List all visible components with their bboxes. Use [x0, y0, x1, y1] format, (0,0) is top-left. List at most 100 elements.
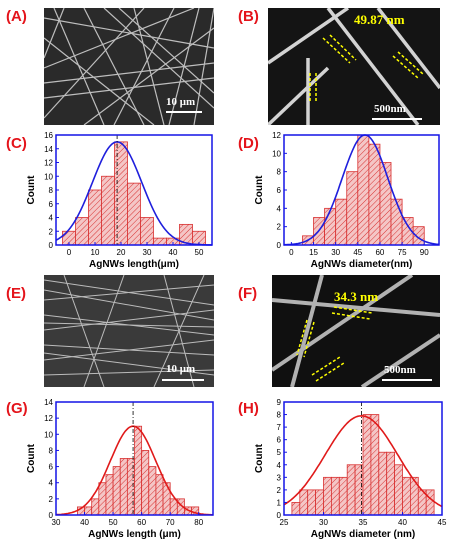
y-tick-label-c-2: 4 [49, 214, 54, 223]
y-axis-label-c: Count [26, 175, 37, 205]
y-tick-label-c-7: 14 [44, 145, 53, 154]
measurement-label-b: 49.87 nm [354, 12, 405, 27]
x-tick-label-h-1: 30 [319, 518, 328, 527]
bar-g-10 [148, 466, 157, 516]
y-tick-label-h-6: 6 [277, 436, 282, 445]
bar-h-17 [425, 489, 435, 516]
scale-label-b: 500nm [374, 103, 406, 115]
y-tick-label-h-2: 2 [277, 486, 282, 495]
sem-image-a: 10 μm [44, 8, 214, 125]
y-tick-label-h-5: 5 [277, 448, 282, 457]
nanowire-network-e [44, 275, 214, 387]
bar-h-4 [323, 476, 332, 516]
bar-h-2 [307, 489, 317, 516]
x-tick-label-c-0: 0 [67, 248, 72, 257]
x-tick-label-h-3: 40 [398, 518, 407, 527]
bar-c-4 [114, 141, 128, 246]
bar-g-6 [119, 458, 128, 516]
bar-c-5 [127, 182, 141, 246]
y-tick-label-c-3: 6 [49, 200, 54, 209]
bar-d-8 [390, 198, 403, 246]
x-tick-label-g-4: 70 [166, 518, 175, 527]
y-tick-label-h-0: 0 [277, 511, 282, 520]
y-axis-label-d: Count [254, 175, 265, 205]
bar-h-12 [386, 451, 396, 516]
panel-label-h: (H) [238, 400, 259, 417]
x-tick-label-d-4: 60 [375, 248, 384, 257]
fit-curve-g [55, 425, 213, 516]
y-axis-label-g: Count [26, 443, 37, 473]
x-tick-label-g-0: 30 [52, 518, 61, 527]
x-tick-label-d-6: 90 [420, 248, 429, 257]
bar-g-8 [134, 425, 143, 516]
bar-c-6 [140, 217, 154, 246]
panel-label-a: (A) [6, 8, 27, 25]
scale-label-a: 10 μm [166, 96, 196, 108]
x-tick-label-c-5: 50 [195, 248, 204, 257]
scale-bar-f [382, 379, 432, 381]
bar-d-10 [412, 226, 425, 246]
bar-h-15 [409, 476, 419, 516]
x-axis-label-h: AgNWs diameter (nm) [311, 529, 415, 540]
x-tick-label-d-0: 0 [289, 248, 294, 257]
x-tick-label-g-2: 50 [109, 518, 118, 527]
y-tick-label-d-3: 6 [277, 186, 282, 195]
scale-label-e: 10 μm [166, 363, 196, 375]
measurement-label-f: 34.3 nm [334, 289, 379, 304]
bar-h-7 [346, 464, 356, 516]
y-tick-label-h-3: 3 [277, 473, 282, 482]
sem-image-e: 10 μm [44, 275, 214, 387]
y-tick-label-h-1: 1 [277, 498, 282, 507]
bar-d-3 [335, 198, 348, 246]
x-axis-label-d: AgNWs diameter(nm) [311, 259, 413, 270]
y-axis-label-h: Count [254, 443, 265, 473]
scale-bar-a [166, 111, 202, 113]
y-tick-label-h-4: 4 [277, 461, 282, 470]
sem-image-f: 34.3 nm 500nm [272, 275, 440, 387]
x-tick-label-d-5: 75 [398, 248, 407, 257]
bar-c-2 [88, 189, 102, 246]
panel-label-b: (B) [238, 8, 259, 25]
panel-label-c: (C) [6, 135, 27, 152]
bar-g-1 [84, 506, 93, 516]
y-tick-label-c-5: 10 [44, 172, 53, 181]
y-tick-label-d-6: 12 [272, 131, 281, 140]
bar-h-10 [370, 414, 380, 516]
bar-h-0 [291, 502, 301, 516]
x-tick-label-g-3: 60 [137, 518, 146, 527]
bar-g-12 [162, 482, 171, 516]
bar-h-6 [338, 476, 348, 516]
panel-label-e: (E) [6, 285, 26, 302]
y-tick-label-g-3: 6 [49, 463, 54, 472]
y-tick-label-d-1: 2 [277, 223, 282, 232]
x-tick-label-g-5: 80 [194, 518, 203, 527]
bar-c-7 [153, 237, 167, 246]
bar-g-11 [155, 474, 164, 516]
bar-g-4 [105, 474, 114, 516]
y-tick-label-d-2: 4 [277, 204, 282, 213]
bar-g-5 [112, 466, 121, 516]
y-tick-label-h-7: 7 [277, 423, 282, 432]
scale-bar-e [162, 379, 204, 381]
y-tick-label-d-5: 10 [272, 149, 281, 158]
y-tick-label-d-4: 8 [277, 168, 282, 177]
y-tick-label-h-9: 9 [277, 398, 282, 407]
bar-h-14 [402, 476, 411, 516]
sem-image-b: 49.87 nm 500nm [268, 8, 440, 125]
y-tick-label-c-6: 12 [44, 159, 53, 168]
bar-d-6 [368, 143, 381, 246]
x-tick-label-g-1: 40 [80, 518, 89, 527]
y-tick-label-c-1: 2 [49, 227, 54, 236]
y-tick-label-c-0: 0 [49, 241, 54, 250]
x-tick-label-d-1: 15 [309, 248, 318, 257]
bar-c-1 [75, 217, 89, 246]
bar-h-13 [394, 464, 403, 516]
panel-label-d: (D) [238, 135, 259, 152]
bar-h-5 [330, 476, 340, 516]
y-tick-label-g-1: 2 [49, 495, 54, 504]
plot-frame-g [55, 401, 214, 516]
y-tick-label-g-5: 10 [44, 430, 53, 439]
panel-label-g: (G) [6, 400, 28, 417]
bar-g-2 [91, 498, 100, 516]
